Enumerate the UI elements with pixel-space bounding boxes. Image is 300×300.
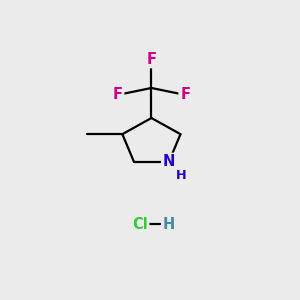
Text: N: N <box>163 154 175 169</box>
Text: Cl: Cl <box>132 217 148 232</box>
Text: H: H <box>163 217 175 232</box>
Text: F: F <box>180 87 190 102</box>
Text: F: F <box>113 87 123 102</box>
Text: F: F <box>146 52 156 67</box>
Text: H: H <box>176 169 187 182</box>
